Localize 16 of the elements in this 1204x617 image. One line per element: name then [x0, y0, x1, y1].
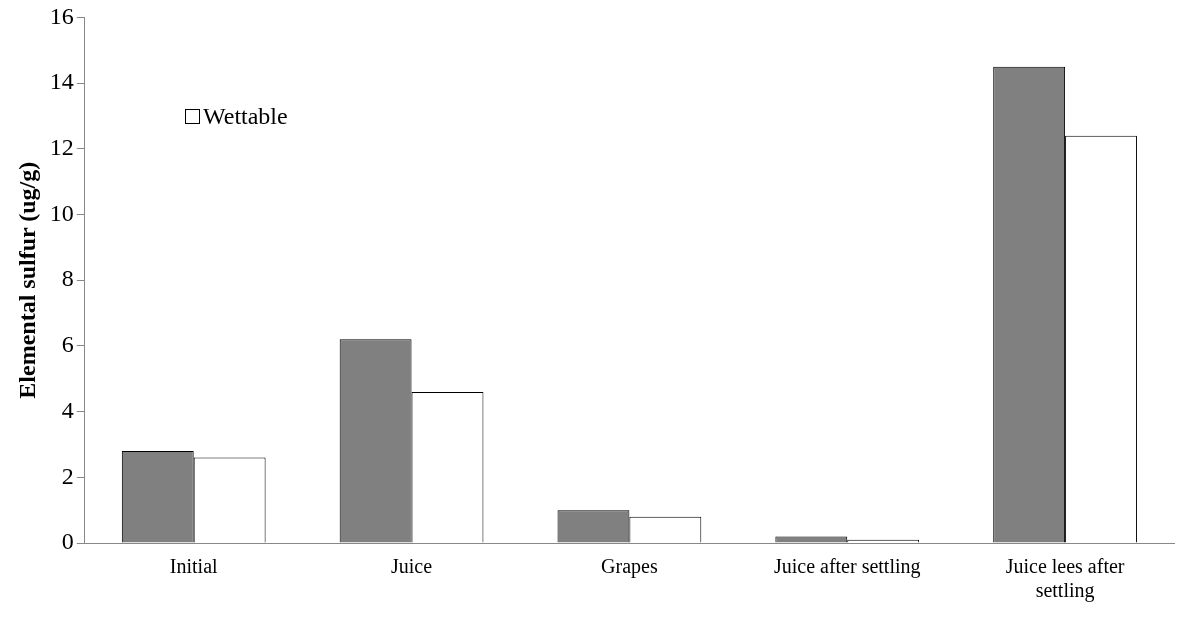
x-tick-label: Juice lees after settling [1005, 555, 1125, 603]
y-axis-title: Elemental sulfur (ug/g) [13, 161, 40, 399]
x-tick-label: Juice [391, 555, 433, 578]
x-tick-label: Grapes [601, 555, 658, 579]
y-tick-label: 8 [61, 265, 74, 292]
y-tick-label: 2 [61, 462, 74, 489]
y-tick-label: 14 [49, 68, 74, 95]
y-tick-label: 12 [49, 134, 74, 161]
text: Wettable [203, 102, 288, 131]
y-tick-label: 4 [61, 396, 74, 423]
x-tick-label: Juice after settling [773, 555, 921, 579]
y-tick-label: 0 [61, 528, 74, 555]
y-tick-label: 16 [49, 2, 74, 29]
x-tick-label: Initial [169, 555, 219, 578]
y-tick-label: 6 [61, 331, 74, 358]
y-tick-label: 10 [49, 199, 74, 226]
